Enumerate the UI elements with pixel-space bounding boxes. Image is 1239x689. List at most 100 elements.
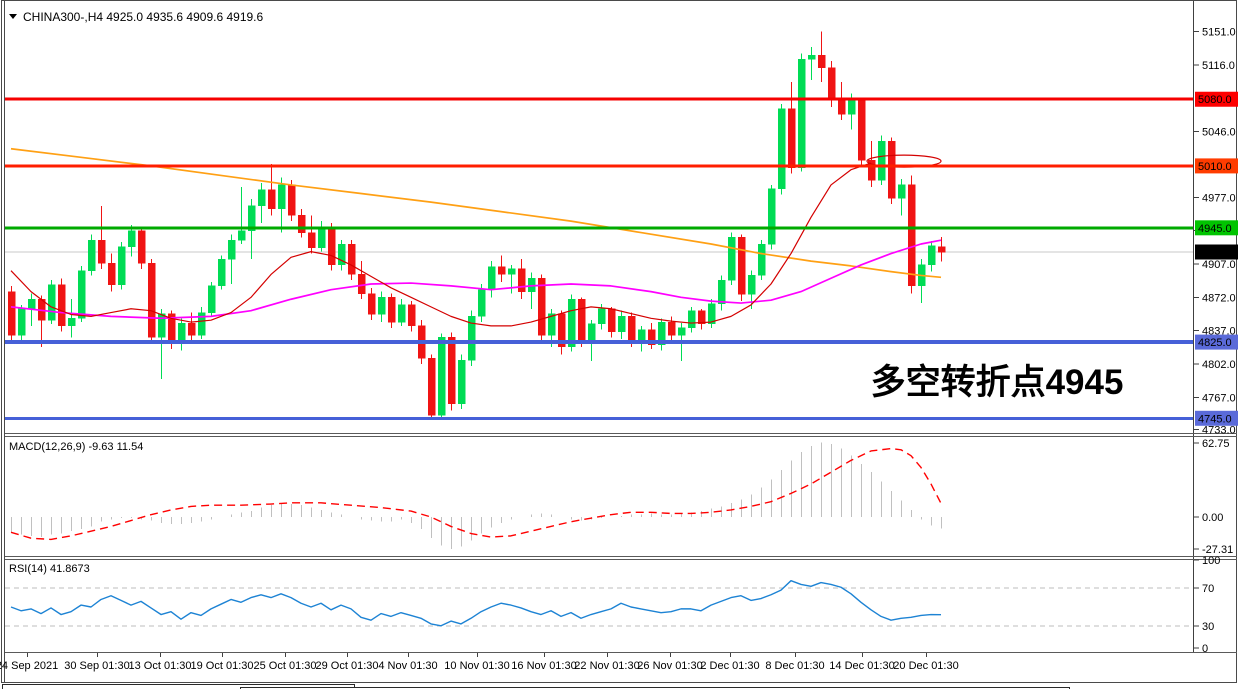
- candle: [667, 316, 676, 342]
- candle: [777, 104, 786, 195]
- candle: [897, 179, 906, 216]
- candle: [387, 293, 396, 328]
- candle: [317, 221, 326, 252]
- candle: [17, 304, 26, 344]
- macd-label: MACD(12,26,9) -9.63 11.54: [9, 441, 143, 453]
- svg-text:4825.0: 4825.0: [1198, 337, 1232, 349]
- price-badge-5080.0: 5080.0: [1195, 91, 1238, 107]
- candle: [477, 283, 486, 323]
- price-axis-label: 4767.0: [1202, 392, 1236, 404]
- rsi-axis: 100 70 30 0: [1194, 555, 1220, 655]
- chart-title: CHINA300-,H4 4925.0 4935.6 4909.6 4919.6: [23, 10, 264, 24]
- macd-axis-label: 0.00: [1202, 512, 1223, 524]
- candle: [147, 259, 156, 344]
- time-axis-label: 14 Dec 01:30: [829, 660, 894, 672]
- macd-signal-line[interactable]: [10, 447, 942, 541]
- rsi-axis-label: 30: [1202, 621, 1214, 633]
- candle: [877, 135, 886, 185]
- price-axis-label: 5116.0: [1202, 60, 1235, 72]
- candle: [437, 333, 446, 419]
- macd-histogram: [10, 442, 943, 549]
- candle: [127, 224, 136, 257]
- candle: [557, 310, 566, 355]
- price-axis-label: 5151.0: [1202, 27, 1236, 39]
- rsi-label: RSI(14) 41.8673: [9, 563, 90, 575]
- candle: [467, 310, 476, 366]
- ma-magenta-line[interactable]: [10, 239, 942, 320]
- price-badge-5010.0: 5010.0: [1195, 158, 1238, 174]
- candle: [207, 282, 216, 317]
- time-axis-label: 20 Dec 01:30: [893, 660, 958, 672]
- candle: [787, 82, 796, 174]
- candle: [657, 318, 666, 351]
- candle: [817, 31, 826, 83]
- candle: [57, 278, 66, 332]
- price-axis-label: 4977.0: [1202, 192, 1236, 204]
- rsi-axis-label: 100: [1202, 555, 1220, 567]
- time-axis-label: 26 Nov 01:30: [637, 660, 702, 672]
- candle: [367, 287, 376, 321]
- candle: [637, 325, 646, 352]
- svg-text:4945.0: 4945.0: [1198, 223, 1232, 235]
- candle: [77, 265, 86, 323]
- annotation-text[interactable]: 多空转折点4945: [871, 363, 1124, 402]
- candle: [807, 46, 816, 81]
- candle: [717, 275, 726, 311]
- ma-orange-line[interactable]: [10, 147, 942, 279]
- candle: [217, 255, 226, 290]
- candle: [517, 259, 526, 300]
- time-axis-label: 16 Nov 01:30: [511, 660, 576, 672]
- candle: [257, 183, 266, 224]
- rsi-level-lines: [5, 587, 1193, 627]
- macd-axis: 62.75 0.00 -27.31: [1194, 438, 1233, 556]
- background-window-edges: [2, 684, 1070, 689]
- price-badge-4945.0: 4945.0: [1195, 220, 1238, 236]
- svg-text:4919.6: 4919.6: [1198, 247, 1232, 259]
- candle: [577, 297, 586, 347]
- candle: [487, 261, 496, 298]
- candle: [377, 291, 386, 323]
- price-axis-label: 4907.0: [1202, 259, 1236, 271]
- candle: [687, 306, 696, 333]
- symbol-dropdown-icon[interactable]: [9, 14, 17, 19]
- time-axis-label: 19 Oct 01:30: [191, 660, 254, 672]
- candle: [237, 186, 246, 245]
- macd-axis-label: -27.31: [1202, 544, 1233, 556]
- candle: [797, 53, 806, 172]
- candle: [117, 242, 126, 290]
- candle: [737, 234, 746, 302]
- price-axis-label: 4733.0: [1202, 425, 1236, 437]
- candle: [37, 295, 46, 347]
- time-axis-label: 4 Nov 01:30: [378, 660, 437, 672]
- candle: [887, 137, 896, 205]
- time-axis-label: 29 Oct 01:30: [316, 660, 379, 672]
- candle: [507, 264, 516, 294]
- candle: [227, 234, 236, 284]
- svg-text:4745.0: 4745.0: [1198, 413, 1232, 425]
- time-axis-label: 25 Oct 01:30: [254, 660, 317, 672]
- candle: [297, 208, 306, 238]
- candle: [307, 215, 316, 254]
- rsi-line[interactable]: [10, 579, 942, 627]
- candle: [277, 177, 286, 233]
- rsi-axis-label: 70: [1202, 583, 1214, 595]
- candle: [917, 259, 926, 304]
- candle: [927, 241, 936, 272]
- candle: [7, 285, 16, 342]
- candle: [497, 255, 506, 283]
- candle: [457, 354, 466, 409]
- candle: [857, 97, 866, 166]
- candle: [617, 310, 626, 340]
- ma-red-line[interactable]: [10, 162, 872, 327]
- candle: [87, 234, 96, 276]
- price-badge-4919.6: 4919.6: [1195, 244, 1238, 260]
- candle: [67, 299, 76, 338]
- time-axis-label: 22 Nov 01:30: [574, 660, 639, 672]
- macd-axis-label: 62.75: [1202, 438, 1230, 450]
- candle: [447, 332, 456, 411]
- candlestick-series: [7, 31, 946, 421]
- svg-text:5080.0: 5080.0: [1198, 94, 1232, 106]
